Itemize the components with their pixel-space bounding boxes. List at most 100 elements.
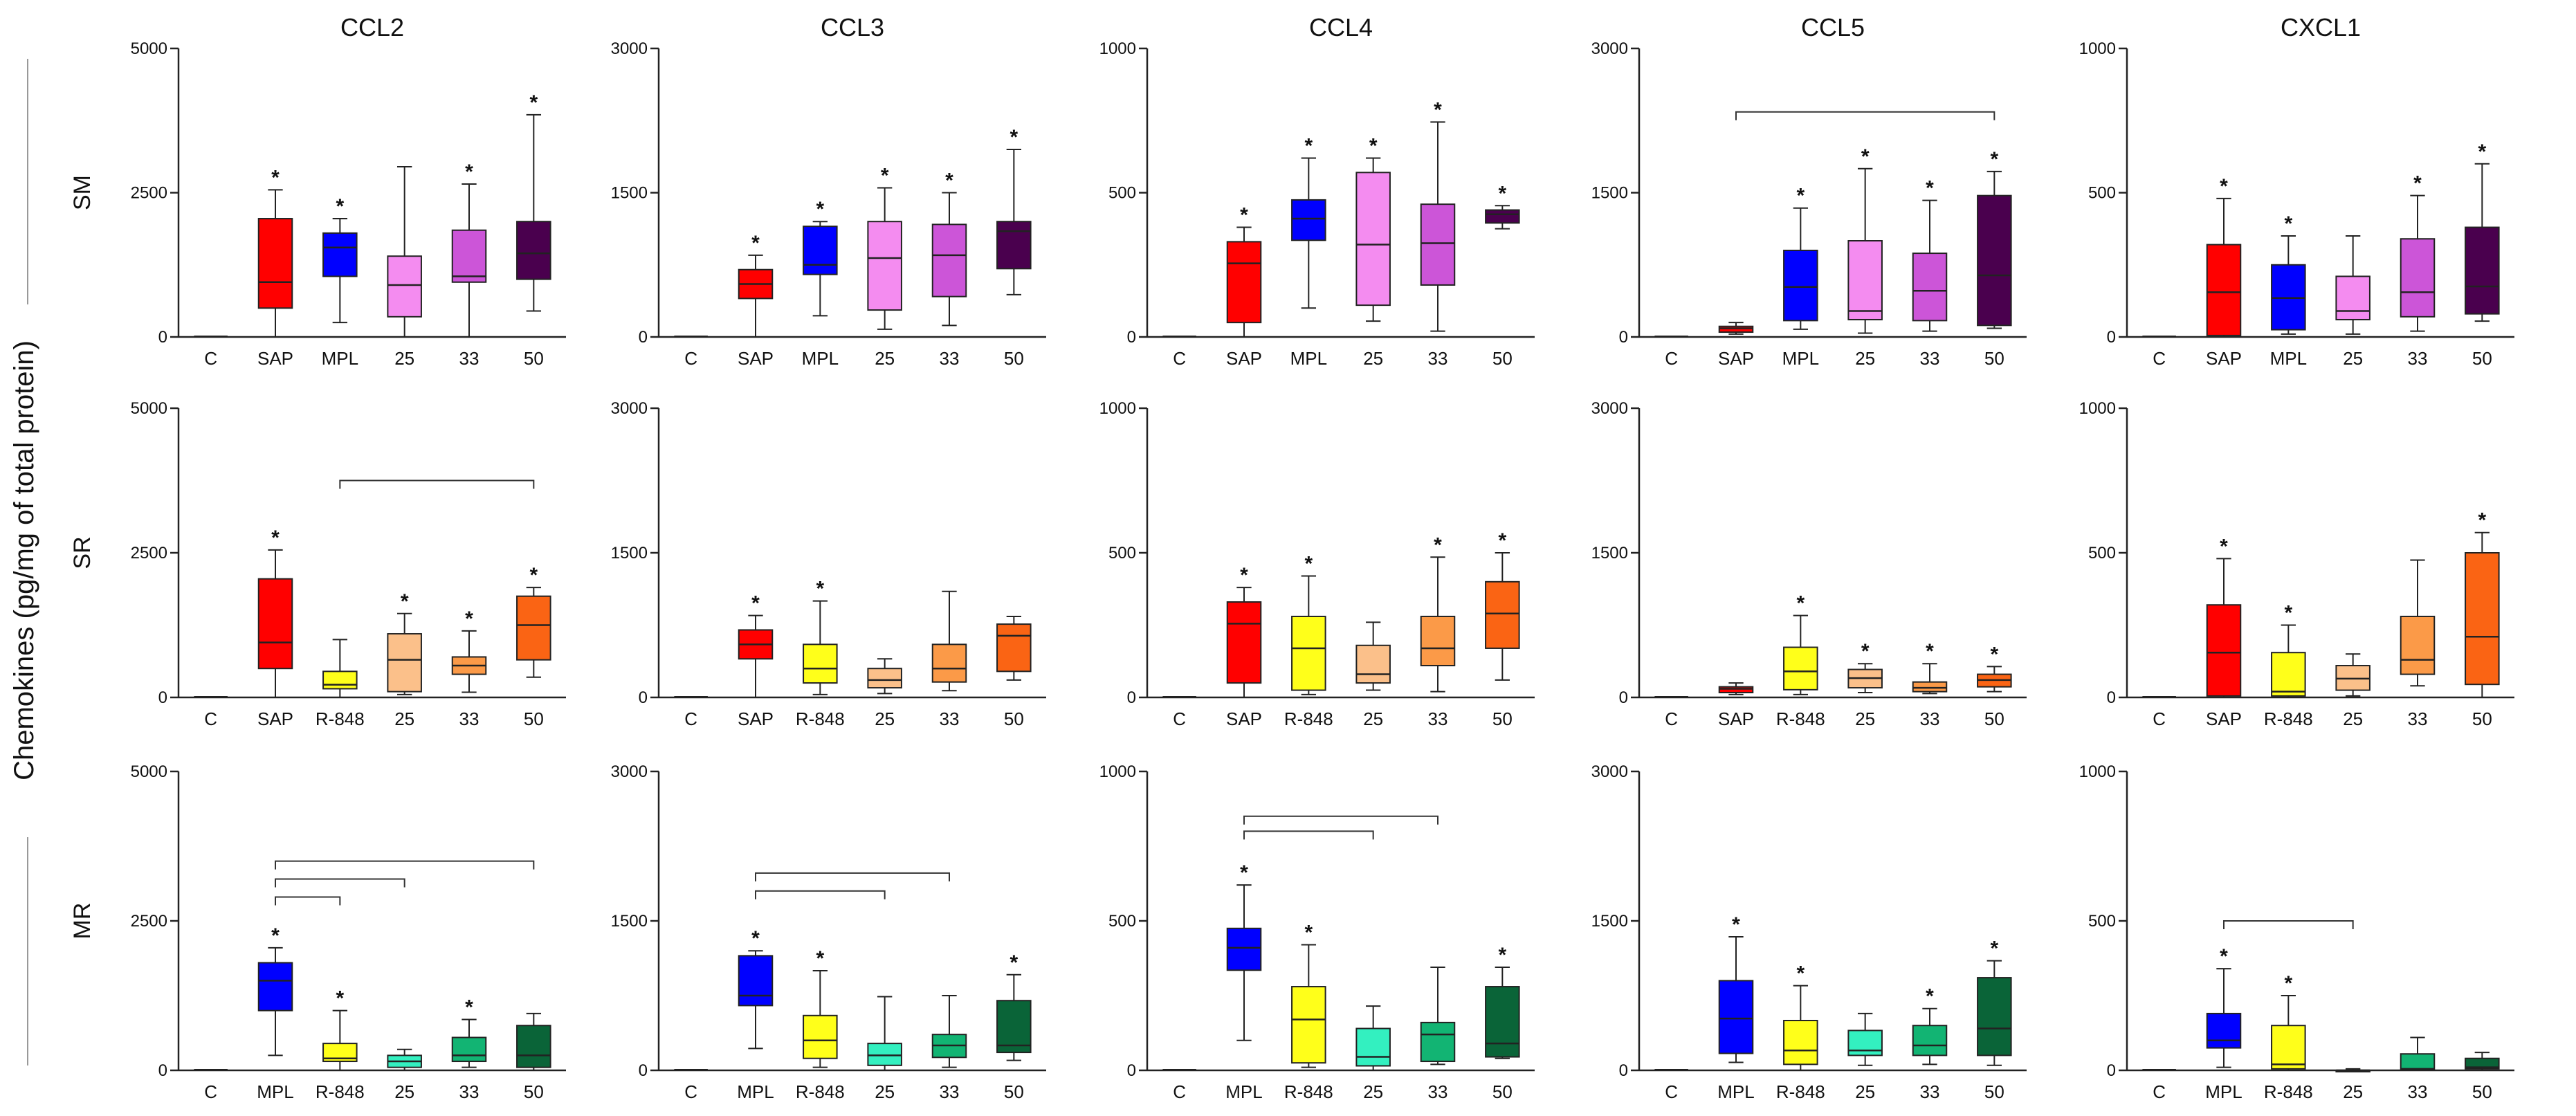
significance-star: * bbox=[1926, 640, 1934, 663]
significance-star: * bbox=[1498, 944, 1506, 967]
x-tick-label: 50 bbox=[2472, 348, 2492, 369]
box bbox=[996, 1000, 1032, 1054]
x-tick-label: 50 bbox=[1492, 708, 1513, 729]
significance-star: * bbox=[1796, 185, 1805, 208]
box bbox=[1355, 1027, 1391, 1067]
box bbox=[1226, 927, 1262, 971]
x-tick-label: 50 bbox=[1984, 708, 2004, 729]
y-tick-label: 0 bbox=[2107, 1061, 2116, 1080]
x-tick-label: C bbox=[204, 708, 217, 729]
comparison-bracket bbox=[755, 872, 950, 881]
box bbox=[516, 595, 551, 661]
significance-star: * bbox=[816, 198, 824, 221]
y-tick-label: 2500 bbox=[131, 912, 167, 931]
significance-star: * bbox=[2478, 140, 2486, 163]
significance-star: * bbox=[1990, 937, 1998, 960]
y-tick-label: 2500 bbox=[131, 184, 167, 203]
y-tick-label: 0 bbox=[2107, 328, 2116, 347]
x-tick-label: MPL bbox=[2270, 348, 2307, 369]
x-tick-label: 25 bbox=[1855, 1081, 1875, 1102]
significance-star: * bbox=[1240, 564, 1248, 587]
x-tick-label: 33 bbox=[2408, 708, 2428, 729]
y-tick-label: 1500 bbox=[611, 912, 648, 931]
x-tick-label: R-848 bbox=[1284, 708, 1333, 729]
box bbox=[2206, 244, 2242, 336]
comparison-bracket bbox=[2223, 920, 2354, 929]
box bbox=[1847, 240, 1883, 320]
box bbox=[1977, 977, 2012, 1056]
box bbox=[1485, 986, 1520, 1058]
significance-star: * bbox=[1434, 533, 1442, 556]
y-tick-label: 1000 bbox=[2079, 39, 2116, 58]
x-tick-label: C bbox=[2153, 708, 2166, 729]
significance-star: * bbox=[529, 564, 538, 587]
y-tick-label: 500 bbox=[2088, 544, 2116, 562]
significance-star: * bbox=[2478, 509, 2486, 532]
y-tick-label: 500 bbox=[1108, 184, 1136, 203]
box bbox=[322, 232, 358, 277]
box bbox=[257, 218, 293, 309]
significance-star: * bbox=[1240, 204, 1248, 227]
significance-star: * bbox=[2284, 212, 2292, 235]
x-tick-label: R-848 bbox=[796, 708, 845, 729]
x-tick-label: C bbox=[1665, 348, 1678, 369]
significance-star: * bbox=[2220, 945, 2228, 968]
box bbox=[2271, 1025, 2306, 1070]
box bbox=[867, 1043, 902, 1066]
box bbox=[2465, 226, 2500, 315]
y-tick-label: 1500 bbox=[611, 544, 648, 562]
significance-star: * bbox=[881, 165, 889, 187]
box bbox=[322, 670, 358, 690]
comparison-bracket bbox=[275, 860, 535, 870]
x-tick-label: C bbox=[2153, 348, 2166, 369]
significance-star: * bbox=[2220, 175, 2228, 198]
significance-star: * bbox=[1304, 134, 1313, 157]
x-tick-label: 50 bbox=[1984, 1081, 2004, 1102]
x-tick-label: MPL bbox=[322, 348, 358, 369]
significance-star: * bbox=[2220, 535, 2228, 558]
box bbox=[451, 229, 487, 283]
box bbox=[516, 1025, 551, 1068]
x-tick-label: 33 bbox=[2408, 1081, 2428, 1102]
significance-star: * bbox=[2284, 602, 2292, 625]
y-tick-label: 500 bbox=[1108, 544, 1136, 562]
x-tick-label: 33 bbox=[1920, 1081, 1940, 1102]
box bbox=[867, 668, 902, 689]
box bbox=[931, 223, 967, 298]
x-tick-label: 50 bbox=[2472, 1081, 2492, 1102]
y-tick-label: 0 bbox=[1127, 328, 1136, 347]
significance-star: * bbox=[1010, 951, 1018, 974]
x-tick-label: R-848 bbox=[2264, 708, 2313, 729]
x-tick-label: 33 bbox=[940, 348, 960, 369]
y-tick-label: 1500 bbox=[1591, 912, 1628, 931]
box bbox=[2206, 1012, 2242, 1049]
x-tick-label: 50 bbox=[524, 348, 544, 369]
x-tick-label: 50 bbox=[2472, 708, 2492, 729]
x-tick-label: 33 bbox=[2408, 348, 2428, 369]
column-title: CCL2 bbox=[340, 13, 404, 42]
x-tick-label: 25 bbox=[1855, 348, 1875, 369]
x-tick-label: MPL bbox=[1225, 1081, 1262, 1102]
x-tick-label: 33 bbox=[940, 1081, 960, 1102]
significance-star: * bbox=[271, 924, 280, 947]
comparison-bracket bbox=[275, 896, 341, 906]
significance-star: * bbox=[1796, 592, 1805, 615]
box bbox=[2335, 275, 2371, 320]
y-tick-label: 1500 bbox=[1591, 544, 1628, 562]
box bbox=[2206, 604, 2242, 697]
box bbox=[387, 255, 422, 318]
box bbox=[1783, 1020, 1818, 1065]
y-tick-label: 500 bbox=[2088, 912, 2116, 931]
significance-star: * bbox=[2413, 172, 2422, 195]
box bbox=[1485, 580, 1520, 649]
x-tick-label: 33 bbox=[459, 348, 479, 369]
x-tick-label: 50 bbox=[1004, 708, 1024, 729]
x-tick-label: R-848 bbox=[1284, 1081, 1333, 1102]
y-tick-label: 1500 bbox=[1591, 184, 1628, 203]
y-tick-label: 1000 bbox=[2079, 762, 2116, 781]
x-tick-label: 50 bbox=[1984, 348, 2004, 369]
x-tick-label: SAP bbox=[2206, 708, 2242, 729]
y-tick-label: 1000 bbox=[1099, 399, 1136, 418]
